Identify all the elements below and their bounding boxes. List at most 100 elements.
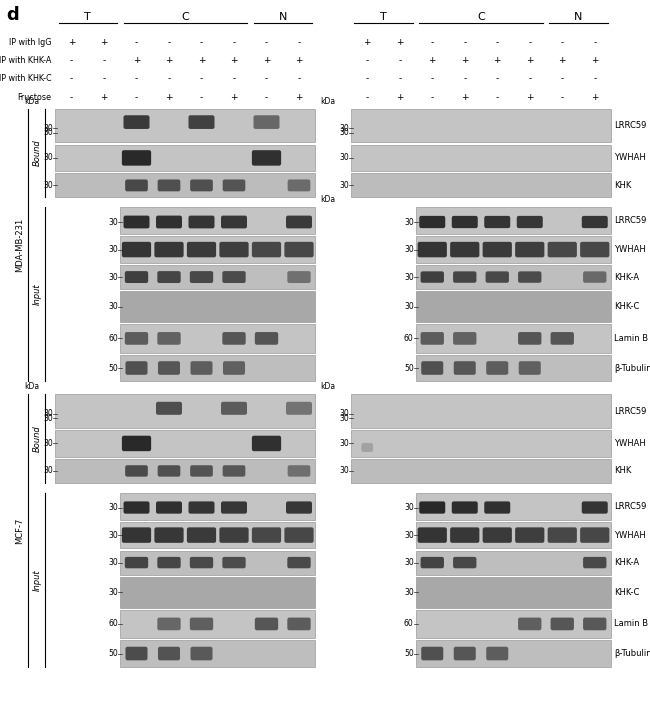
Text: -: - <box>398 75 402 83</box>
FancyBboxPatch shape <box>519 361 541 375</box>
Bar <box>120 610 315 638</box>
FancyBboxPatch shape <box>255 618 278 630</box>
FancyBboxPatch shape <box>454 361 476 375</box>
Text: kDa: kDa <box>25 382 40 391</box>
Text: +: + <box>558 56 566 65</box>
FancyBboxPatch shape <box>221 216 247 228</box>
FancyBboxPatch shape <box>421 332 444 345</box>
Text: IP with IgG: IP with IgG <box>9 38 51 47</box>
FancyBboxPatch shape <box>220 242 248 257</box>
FancyBboxPatch shape <box>547 527 577 543</box>
Text: +: + <box>198 56 205 65</box>
FancyBboxPatch shape <box>190 361 213 375</box>
FancyBboxPatch shape <box>515 527 545 543</box>
FancyBboxPatch shape <box>515 242 545 257</box>
FancyBboxPatch shape <box>156 216 182 228</box>
Bar <box>351 109 611 142</box>
Text: 50: 50 <box>404 364 414 372</box>
FancyBboxPatch shape <box>157 271 181 283</box>
FancyBboxPatch shape <box>286 216 312 228</box>
Bar <box>55 145 315 171</box>
Text: +: + <box>428 56 436 65</box>
Text: KHK: KHK <box>614 467 632 475</box>
Text: 60: 60 <box>108 334 118 343</box>
Text: Bound: Bound <box>32 425 42 452</box>
Text: +: + <box>461 93 469 102</box>
FancyBboxPatch shape <box>287 557 311 568</box>
Bar <box>351 145 611 171</box>
FancyBboxPatch shape <box>421 271 444 283</box>
Text: -: - <box>495 38 499 47</box>
FancyBboxPatch shape <box>222 332 246 345</box>
Text: MCF-7: MCF-7 <box>15 517 24 544</box>
Text: -: - <box>528 38 532 47</box>
Text: +: + <box>591 93 599 102</box>
FancyBboxPatch shape <box>482 242 512 257</box>
Text: 30: 30 <box>339 128 349 137</box>
Bar <box>55 430 315 457</box>
FancyBboxPatch shape <box>223 465 245 477</box>
Text: 30: 30 <box>108 531 118 539</box>
Text: 30: 30 <box>108 245 118 254</box>
Text: 60: 60 <box>404 334 414 343</box>
Text: 30: 30 <box>404 588 414 596</box>
FancyBboxPatch shape <box>187 527 216 543</box>
Text: d: d <box>6 6 20 24</box>
Text: IP with KHK-A: IP with KHK-A <box>0 56 51 65</box>
Text: C: C <box>181 12 189 22</box>
FancyBboxPatch shape <box>157 557 181 568</box>
Text: KHK-C: KHK-C <box>614 588 640 596</box>
FancyBboxPatch shape <box>124 216 150 228</box>
Text: +: + <box>461 56 469 65</box>
FancyBboxPatch shape <box>484 501 510 514</box>
FancyBboxPatch shape <box>583 271 606 283</box>
FancyBboxPatch shape <box>453 332 476 345</box>
FancyBboxPatch shape <box>125 180 148 191</box>
FancyBboxPatch shape <box>582 501 608 514</box>
Text: +: + <box>100 38 108 47</box>
Bar <box>416 610 611 638</box>
FancyBboxPatch shape <box>122 150 151 166</box>
Bar <box>416 640 611 667</box>
FancyBboxPatch shape <box>252 242 281 257</box>
FancyBboxPatch shape <box>190 557 213 568</box>
Text: -: - <box>265 93 268 102</box>
Text: +: + <box>363 38 371 47</box>
Text: 30: 30 <box>404 558 414 567</box>
Bar <box>120 551 315 575</box>
FancyBboxPatch shape <box>188 501 215 514</box>
Text: YWHAH: YWHAH <box>614 439 646 448</box>
Text: -: - <box>366 56 369 65</box>
FancyBboxPatch shape <box>518 618 541 630</box>
FancyBboxPatch shape <box>452 216 478 228</box>
FancyBboxPatch shape <box>286 501 312 514</box>
Bar <box>120 265 315 289</box>
Text: KHK-C: KHK-C <box>614 302 640 311</box>
Text: Input: Input <box>32 283 42 305</box>
FancyBboxPatch shape <box>158 361 180 375</box>
FancyBboxPatch shape <box>222 557 246 568</box>
Text: -: - <box>560 38 564 47</box>
FancyBboxPatch shape <box>190 271 213 283</box>
FancyBboxPatch shape <box>518 271 541 283</box>
Bar <box>120 577 315 608</box>
Text: Lamin B: Lamin B <box>614 334 649 343</box>
FancyBboxPatch shape <box>222 271 246 283</box>
FancyBboxPatch shape <box>190 618 213 630</box>
Text: -: - <box>398 56 402 65</box>
Text: -: - <box>528 75 532 83</box>
Bar <box>416 324 611 352</box>
Text: 30: 30 <box>43 409 53 418</box>
Text: KHK: KHK <box>614 181 632 190</box>
FancyBboxPatch shape <box>221 402 247 415</box>
Text: 30: 30 <box>339 467 349 475</box>
FancyBboxPatch shape <box>419 501 445 514</box>
Text: -: - <box>495 93 499 102</box>
Text: +: + <box>493 56 501 65</box>
Text: +: + <box>165 93 173 102</box>
Bar <box>416 493 611 520</box>
Bar <box>416 522 611 548</box>
Text: N: N <box>279 12 287 22</box>
Text: +: + <box>100 93 108 102</box>
Text: β-Tubulin: β-Tubulin <box>614 364 650 372</box>
